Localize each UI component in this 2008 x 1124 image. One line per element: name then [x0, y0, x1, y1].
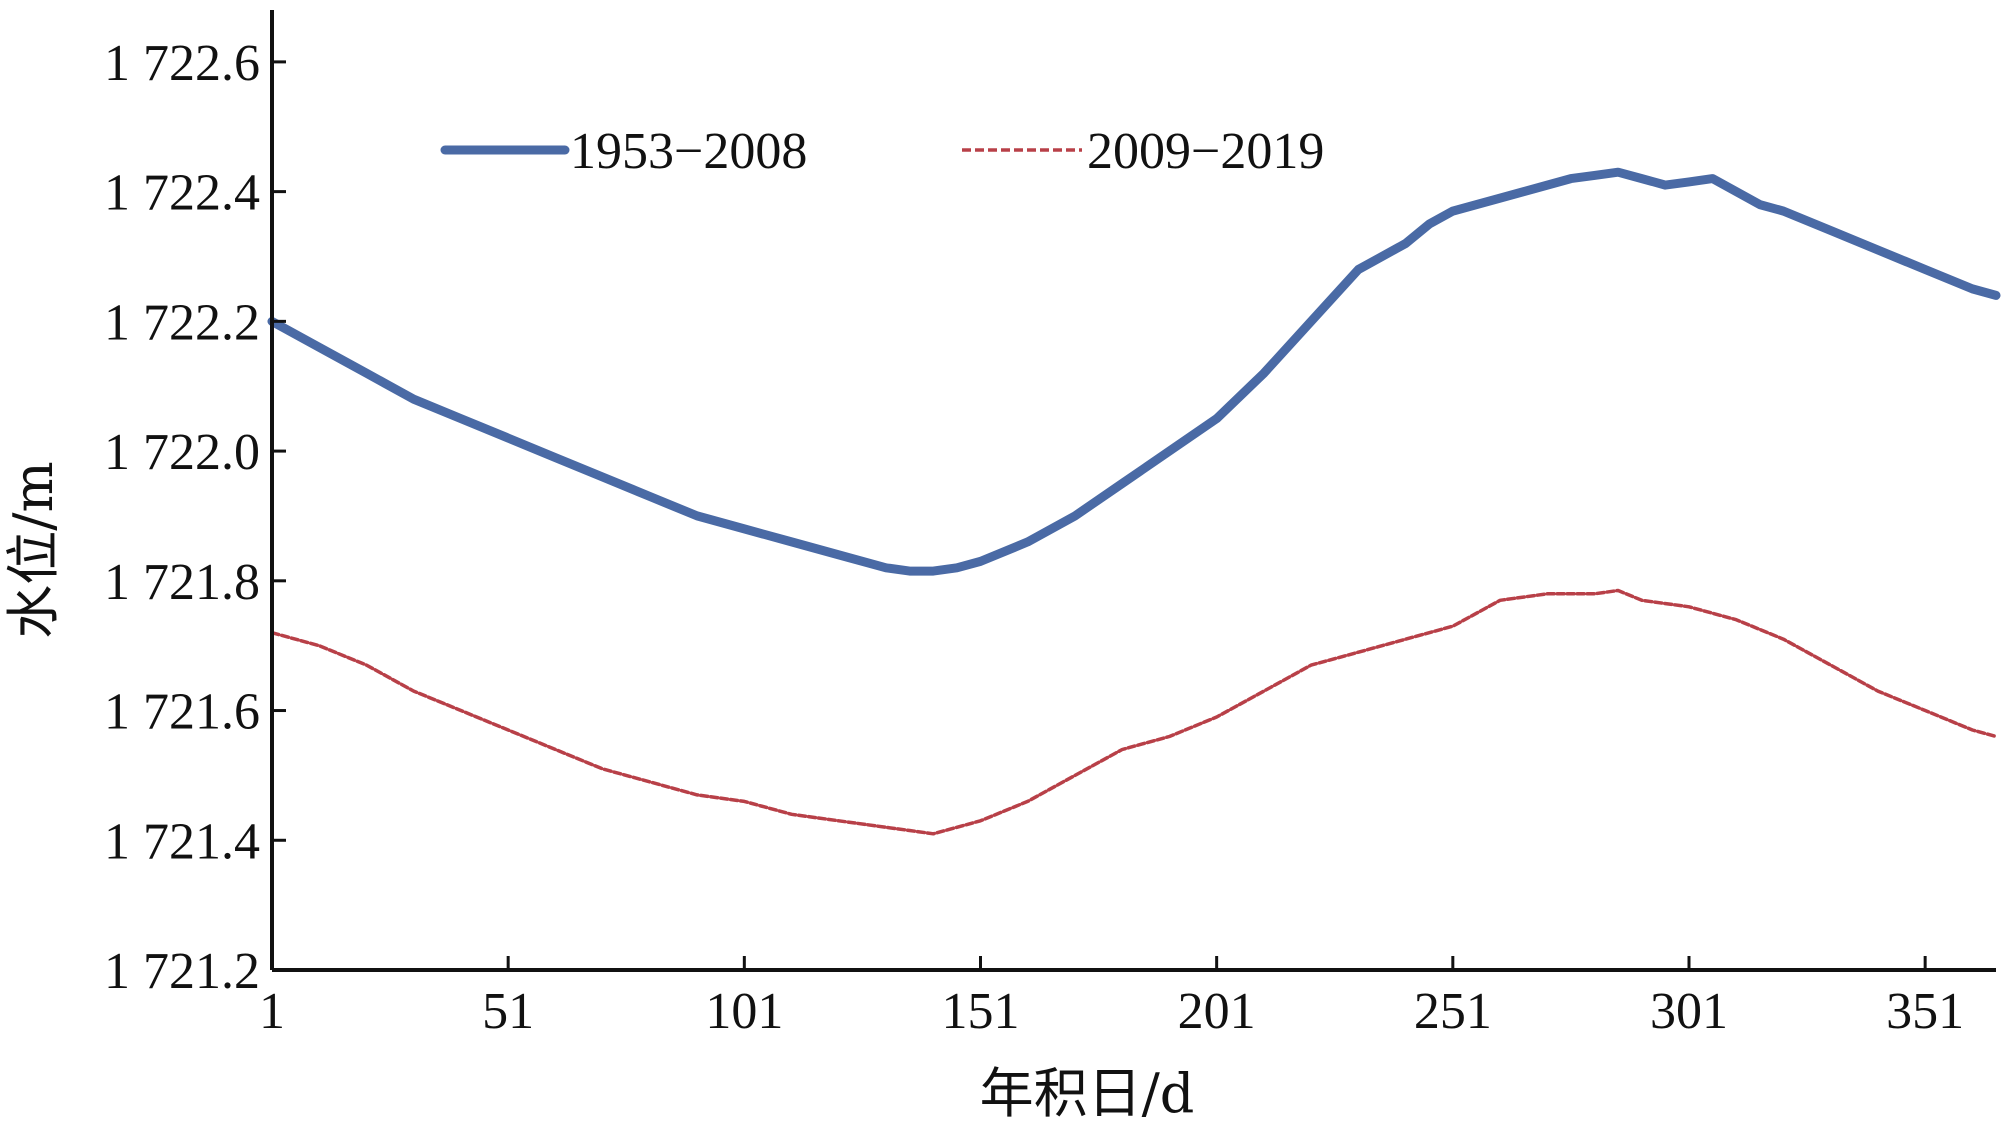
legend-label-1953-2008: 1953−2008 — [570, 123, 807, 180]
x-tick-label: 101 — [705, 983, 783, 1040]
series-layer — [267, 167, 2001, 836]
legend-label-2009-2019: 2009−2019 — [1087, 123, 1324, 180]
x-tick-label: 51 — [482, 983, 534, 1040]
y-tick-label: 1 722.6 — [104, 35, 260, 92]
y-tick-label: 1 722.0 — [104, 424, 260, 481]
x-tick-label: 351 — [1886, 983, 1964, 1040]
y-axis-title: 水位/m — [2, 461, 65, 638]
y-axis-ticks: 1 721.2 1 721.4 1 721.6 1 721.8 1 722.0 1 722… — [104, 35, 286, 1000]
x-tick-label: 151 — [941, 983, 1019, 1040]
x-tick-label: 301 — [1650, 983, 1728, 1040]
series-line-1953-2008 — [267, 167, 2001, 576]
y-tick-label: 1 721.6 — [104, 684, 260, 741]
series-line-2009-2019 — [270, 588, 1998, 836]
x-tick-label: 1 — [259, 983, 285, 1040]
y-tick-label: 1 721.4 — [104, 813, 260, 870]
x-axis-title: 年积日/d — [980, 1062, 1195, 1124]
x-axis-ticks: 1 51 101 151 201 251 301 351 — [259, 956, 1964, 1040]
y-tick-label: 1 722.4 — [104, 165, 260, 222]
y-tick-label: 1 722.2 — [104, 294, 260, 351]
legend: 1953−2008 2009−2019 — [440, 123, 1324, 180]
y-tick-label: 1 721.8 — [104, 554, 260, 611]
y-tick-label: 1 721.2 — [104, 943, 260, 1000]
x-tick-label: 251 — [1414, 983, 1492, 1040]
axes — [270, 10, 1996, 972]
x-tick-label: 201 — [1178, 983, 1256, 1040]
